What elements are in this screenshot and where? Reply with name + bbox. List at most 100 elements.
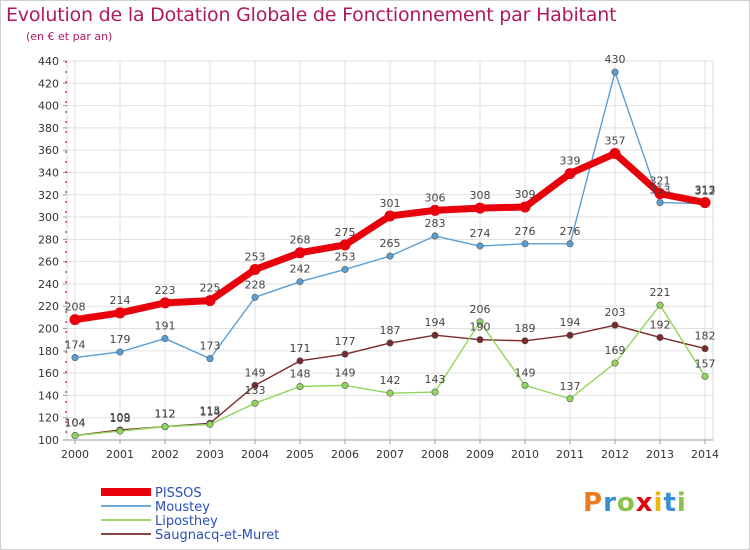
data-point-moustey bbox=[251, 293, 259, 301]
data-label-saugnacq-et-muret: 194 bbox=[425, 316, 446, 329]
data-label-moustey: 253 bbox=[335, 250, 356, 263]
x-tick-label: 2011 bbox=[556, 448, 584, 461]
data-labels-layer: 104 109 112 115 149 171 177 187 194 190 189 194 203 1… bbox=[65, 53, 716, 429]
data-point-pissos bbox=[429, 204, 441, 216]
data-point-liposthey bbox=[701, 372, 709, 380]
legend-label-liposthey: Liposthey bbox=[155, 514, 218, 529]
data-point-liposthey bbox=[116, 427, 124, 435]
data-point-pissos bbox=[699, 197, 711, 209]
series-layer bbox=[69, 68, 711, 440]
data-label-saugnacq-et-muret: 149 bbox=[245, 366, 266, 379]
data-point-saugnacq-et-muret bbox=[656, 333, 664, 341]
y-tick-label: 320 bbox=[38, 189, 59, 202]
data-label-liposthey: 108 bbox=[110, 412, 131, 425]
data-label-liposthey: 149 bbox=[515, 366, 536, 379]
data-point-liposthey bbox=[521, 381, 529, 389]
data-point-liposthey bbox=[566, 395, 574, 403]
data-point-moustey bbox=[431, 232, 439, 240]
data-point-pissos bbox=[69, 314, 81, 326]
data-point-saugnacq-et-muret bbox=[611, 321, 619, 329]
data-point-liposthey bbox=[71, 432, 79, 440]
data-label-saugnacq-et-muret: 182 bbox=[695, 330, 716, 343]
data-label-saugnacq-et-muret: 171 bbox=[290, 342, 311, 355]
data-point-saugnacq-et-muret bbox=[251, 381, 259, 389]
data-label-pissos: 268 bbox=[290, 234, 311, 247]
data-label-pissos: 253 bbox=[245, 250, 266, 263]
data-label-liposthey: 137 bbox=[560, 380, 581, 393]
data-point-pissos bbox=[564, 168, 576, 180]
data-point-moustey bbox=[161, 335, 169, 343]
data-label-liposthey: 169 bbox=[605, 344, 626, 357]
proxiti-logo: Proxiti bbox=[583, 488, 687, 518]
data-label-saugnacq-et-muret: 104 bbox=[65, 417, 86, 430]
data-point-saugnacq-et-muret bbox=[566, 331, 574, 339]
y-tick-label: 280 bbox=[38, 233, 59, 246]
data-label-pissos: 306 bbox=[425, 191, 446, 204]
y-tick-label: 420 bbox=[38, 77, 59, 90]
data-label-moustey: 276 bbox=[515, 225, 536, 238]
data-point-moustey bbox=[71, 354, 79, 362]
x-tick-label: 2000 bbox=[61, 448, 89, 461]
data-point-liposthey bbox=[161, 423, 169, 431]
x-tick-label: 2014 bbox=[691, 448, 719, 461]
x-tick-label: 2004 bbox=[241, 448, 269, 461]
data-label-moustey: 265 bbox=[380, 237, 401, 250]
data-label-pissos: 275 bbox=[335, 226, 356, 239]
axes: 100 120 140 160 180 200 220 240 260 280 300 320 340 3… bbox=[38, 55, 719, 461]
data-label-pissos: 225 bbox=[200, 282, 221, 295]
y-tick-label: 100 bbox=[38, 434, 59, 447]
x-tick-label: 2002 bbox=[151, 448, 179, 461]
y-tick-label: 160 bbox=[38, 367, 59, 380]
data-point-moustey bbox=[521, 240, 529, 248]
data-label-liposthey: 142 bbox=[380, 374, 401, 387]
data-label-pissos: 357 bbox=[605, 135, 626, 148]
data-point-moustey bbox=[296, 278, 304, 286]
y-tick-label: 120 bbox=[38, 412, 59, 425]
legend-label-saugnacq-et-muret: Saugnacq-et-Muret bbox=[155, 528, 279, 543]
data-point-pissos bbox=[339, 239, 351, 251]
data-label-liposthey: 206 bbox=[470, 303, 491, 316]
data-label-moustey: 274 bbox=[470, 227, 491, 240]
data-point-liposthey bbox=[476, 318, 484, 326]
y-tick-label: 220 bbox=[38, 300, 59, 313]
data-point-liposthey bbox=[386, 389, 394, 397]
data-point-liposthey bbox=[341, 381, 349, 389]
data-point-pissos bbox=[474, 202, 486, 214]
data-label-moustey: 313 bbox=[650, 184, 671, 197]
data-label-saugnacq-et-muret: 177 bbox=[335, 335, 356, 348]
data-label-moustey: 283 bbox=[425, 217, 446, 230]
data-point-saugnacq-et-muret bbox=[431, 331, 439, 339]
data-label-moustey: 430 bbox=[605, 53, 626, 66]
x-tick-label: 2013 bbox=[646, 448, 674, 461]
data-label-saugnacq-et-muret: 109 bbox=[110, 411, 131, 424]
data-point-saugnacq-et-muret bbox=[386, 339, 394, 347]
data-label-pissos: 309 bbox=[515, 188, 536, 201]
y-tick-label: 260 bbox=[38, 256, 59, 269]
data-label-liposthey: 157 bbox=[695, 357, 716, 370]
data-label-saugnacq-et-muret: 203 bbox=[605, 306, 626, 319]
data-point-moustey bbox=[206, 355, 214, 363]
data-label-saugnacq-et-muret: 187 bbox=[380, 324, 401, 337]
data-point-pissos bbox=[519, 201, 531, 213]
data-point-saugnacq-et-muret bbox=[296, 357, 304, 365]
x-tick-label: 2010 bbox=[511, 448, 539, 461]
data-label-liposthey: 221 bbox=[650, 286, 671, 299]
data-point-liposthey bbox=[206, 420, 214, 428]
data-point-moustey bbox=[656, 199, 664, 207]
data-label-liposthey: 133 bbox=[245, 384, 266, 397]
x-tick-label: 2005 bbox=[286, 448, 314, 461]
data-label-pissos: 301 bbox=[380, 197, 401, 210]
data-point-pissos bbox=[654, 188, 666, 200]
y-tick-label: 180 bbox=[38, 345, 59, 358]
chart-title: Evolution de la Dotation Globale de Fonc… bbox=[6, 4, 617, 26]
y-tick-label: 400 bbox=[38, 100, 59, 113]
data-point-moustey bbox=[341, 265, 349, 273]
data-label-pissos: 321 bbox=[650, 175, 671, 188]
data-point-pissos bbox=[384, 210, 396, 222]
x-tick-label: 2009 bbox=[466, 448, 494, 461]
data-point-pissos bbox=[609, 148, 621, 160]
x-tick-label: 2007 bbox=[376, 448, 404, 461]
data-point-pissos bbox=[294, 247, 306, 259]
data-point-liposthey bbox=[656, 301, 664, 309]
